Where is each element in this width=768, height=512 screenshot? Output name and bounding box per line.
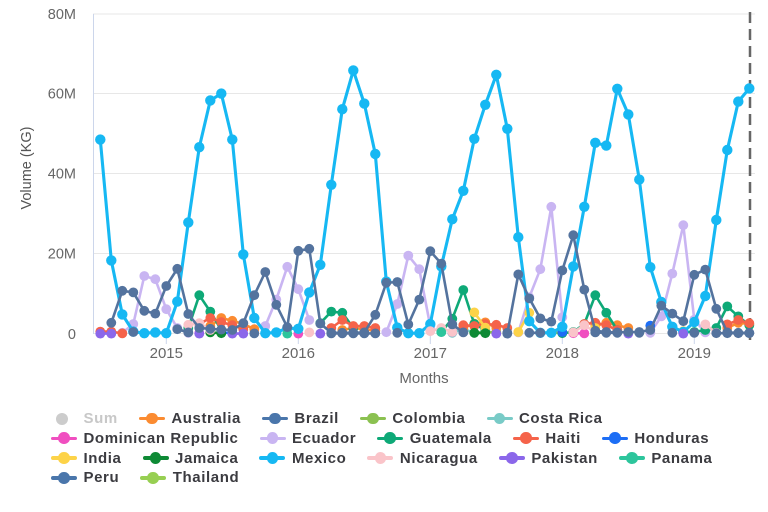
svg-text:Months: Months bbox=[399, 370, 448, 387]
svg-text:2016: 2016 bbox=[282, 345, 315, 362]
svg-text:2015: 2015 bbox=[150, 345, 183, 362]
svg-text:Volume (KG): Volume (KG) bbox=[19, 127, 35, 210]
svg-text:0: 0 bbox=[68, 327, 76, 343]
svg-text:60M: 60M bbox=[48, 87, 76, 103]
svg-text:40M: 40M bbox=[48, 167, 76, 183]
svg-text:80M: 80M bbox=[48, 7, 76, 23]
svg-text:2017: 2017 bbox=[414, 345, 447, 362]
svg-text:20M: 20M bbox=[48, 247, 76, 263]
svg-text:2018: 2018 bbox=[546, 345, 579, 362]
svg-text:2019: 2019 bbox=[678, 345, 711, 362]
